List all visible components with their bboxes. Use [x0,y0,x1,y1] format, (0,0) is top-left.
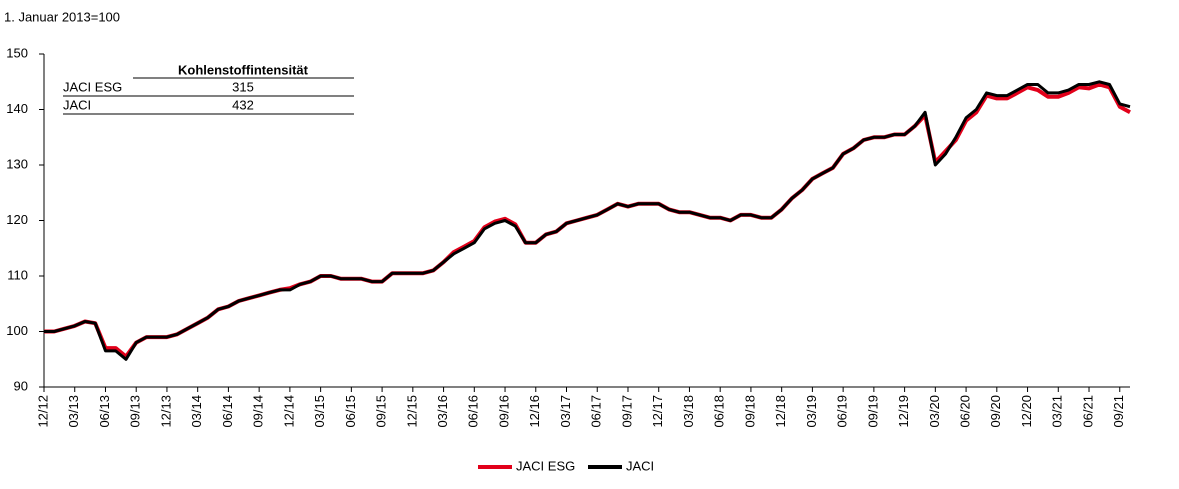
legend-label: JACI ESG [516,458,575,473]
x-tick-label: 03/17 [558,395,573,428]
x-tick-label: 03/20 [927,395,942,428]
x-tick-label: 12/20 [1019,395,1034,428]
y-tick-label: 90 [14,378,28,393]
x-tick-label: 12/12 [35,395,50,428]
x-tick-label: 09/18 [742,395,757,428]
x-tick-label: 06/21 [1080,395,1095,428]
y-tick-label: 130 [6,156,28,171]
x-tick-label: 09/19 [865,395,880,428]
x-tick-label: 03/21 [1050,395,1065,428]
legend-label: JACI [626,458,654,473]
x-tick-label: 12/19 [896,395,911,428]
x-tick-label: 12/17 [650,395,665,428]
table-header: Kohlenstoffintensität [178,62,309,77]
x-tick-label: 03/19 [804,395,819,428]
table-cell: JACI [63,97,91,112]
x-tick-label: 06/17 [589,395,604,428]
table-cell: 432 [232,97,254,112]
series-line [44,82,1131,359]
x-tick-label: 09/17 [619,395,634,428]
x-tick-label: 12/15 [404,395,419,428]
x-tick-label: 06/15 [343,395,358,428]
series-line [44,80,1131,361]
x-tick-label: 03/13 [66,395,81,428]
x-tick-label: 09/21 [1111,395,1126,428]
x-tick-label: 06/20 [958,395,973,428]
x-tick-label: 03/18 [681,395,696,428]
x-tick-label: 03/16 [435,395,450,428]
x-tick-label: 12/16 [527,395,542,428]
x-tick-label: 06/19 [835,395,850,428]
y-tick-label: 140 [6,101,28,116]
x-tick-label: 03/15 [312,395,327,428]
x-tick-label: 06/14 [220,395,235,428]
x-tick-label: 09/14 [251,395,266,428]
x-tick-label: 12/13 [158,395,173,428]
y-tick-label: 110 [7,267,28,282]
x-tick-label: 12/18 [773,395,788,428]
chart-subtitle: 1. Januar 2013=100 [4,9,120,24]
x-tick-label: 06/13 [97,395,112,428]
table-cell: 315 [232,79,254,94]
y-tick-label: 150 [6,45,28,60]
x-tick-label: 09/15 [374,395,389,428]
table-cell: JACI ESG [63,79,122,94]
x-tick-label: 09/13 [128,395,143,428]
x-tick-label: 06/16 [466,395,481,428]
x-tick-label: 12/14 [281,395,296,428]
x-tick-label: 06/18 [712,395,727,428]
y-tick-label: 100 [6,323,28,338]
x-tick-label: 09/16 [496,395,511,428]
x-tick-label: 03/14 [189,395,204,428]
x-tick-label: 09/20 [988,395,1003,428]
y-tick-label: 120 [6,212,28,227]
